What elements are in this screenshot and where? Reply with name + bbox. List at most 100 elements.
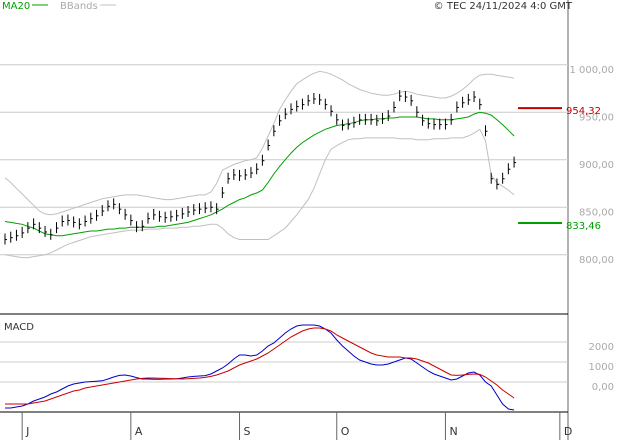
- price-bar: [319, 93, 322, 105]
- price-bar: [141, 220, 145, 232]
- price-bar: [73, 216, 76, 228]
- price-bar: [38, 222, 42, 234]
- price-bar: [444, 118, 448, 130]
- bband-lower: [4, 128, 515, 259]
- price-bar: [193, 204, 196, 216]
- bband-upper: [4, 70, 515, 216]
- panel-title: MACD: [4, 322, 34, 333]
- price-bar: [176, 209, 179, 221]
- price-bar: [107, 200, 110, 212]
- x-tick-label: N: [449, 425, 457, 438]
- price-bar: [433, 118, 436, 130]
- x-tick-label: J: [25, 425, 29, 438]
- price-bar: [353, 116, 356, 128]
- price-bar: [507, 163, 511, 175]
- price-bar: [496, 178, 499, 190]
- price-bar: [147, 212, 150, 224]
- price-bar: [124, 208, 128, 220]
- price-bar: [130, 214, 133, 226]
- price-bar: [170, 210, 173, 222]
- price-bar: [267, 139, 271, 151]
- price-bar: [210, 201, 213, 213]
- level-label: 954,32: [566, 106, 601, 117]
- price-bar: [15, 229, 19, 241]
- level-label: 833,46: [566, 221, 601, 232]
- price-bar: [399, 90, 402, 102]
- price-bar: [233, 168, 236, 180]
- price-bar: [387, 110, 391, 122]
- macd-line: [5, 327, 515, 405]
- price-bar: [96, 209, 99, 221]
- ma20-line: [4, 111, 515, 237]
- price-bar: [256, 163, 259, 175]
- credit: © TEC 24/11/2024 4:0 GMT: [434, 1, 573, 12]
- price-bar: [341, 119, 345, 131]
- x-tick-label: D: [564, 425, 572, 438]
- price-bar: [187, 206, 191, 217]
- price-bar: [473, 91, 477, 103]
- price-bar: [279, 114, 282, 126]
- price-bar: [55, 222, 59, 234]
- y-tick-label: 850,00: [579, 207, 614, 218]
- price-bar: [410, 94, 414, 106]
- price-bar: [227, 172, 231, 184]
- price-bar: [382, 112, 385, 124]
- price-bar: [404, 91, 408, 103]
- price-bar: [44, 225, 48, 237]
- price-bar: [393, 101, 396, 113]
- price-bar: [10, 231, 13, 243]
- price-bar: [216, 203, 219, 215]
- price-bar: [290, 103, 293, 115]
- price-bar: [78, 218, 82, 230]
- price-bar: [330, 105, 334, 117]
- y-tick-label: 900,00: [579, 160, 614, 171]
- y-tick-label: 0,00: [592, 382, 614, 393]
- y-tick-label: 1000: [589, 362, 614, 373]
- price-bar: [181, 207, 185, 219]
- price-bar: [164, 211, 168, 223]
- price-bar: [239, 169, 242, 181]
- price-bar: [324, 98, 328, 110]
- price-bar: [158, 210, 162, 222]
- price-bar: [416, 106, 419, 118]
- price-bar: [301, 98, 305, 110]
- y-tick-label: 800,00: [579, 255, 614, 266]
- x-tick-label: A: [135, 425, 143, 438]
- y-tick-label: 950,00: [579, 112, 614, 123]
- legend-label: MA20: [2, 1, 30, 12]
- macd-line: [5, 324, 515, 411]
- price-bar: [313, 92, 316, 104]
- price-bar: [336, 113, 339, 125]
- price-bar: [296, 100, 299, 112]
- price-bar: [484, 125, 488, 137]
- price-bar: [439, 118, 442, 130]
- price-bar: [118, 203, 122, 215]
- price-bar: [261, 154, 265, 166]
- price-bar: [376, 114, 379, 126]
- price-bar: [153, 208, 156, 220]
- price-bar: [462, 96, 465, 108]
- price-bar: [27, 222, 30, 234]
- price-bar: [370, 113, 374, 125]
- price-bar: [513, 156, 517, 168]
- price-bar: [467, 93, 471, 105]
- price-bar: [198, 203, 202, 215]
- price-bar: [21, 226, 25, 238]
- price-bar: [244, 168, 248, 180]
- price-bar: [90, 212, 93, 224]
- price-bar: [456, 101, 459, 113]
- price-bar: [479, 98, 482, 110]
- price-bar: [347, 118, 351, 130]
- price-bar: [284, 108, 288, 120]
- y-tick-label: 1 000,00: [569, 65, 614, 76]
- price-bar: [359, 113, 362, 125]
- price-bar: [101, 205, 105, 217]
- x-tick-label: O: [341, 425, 350, 438]
- legend-label: BBands: [60, 1, 98, 12]
- price-bar: [113, 198, 116, 210]
- price-bar: [61, 215, 65, 227]
- price-bar: [502, 172, 505, 184]
- price-bar: [422, 114, 425, 126]
